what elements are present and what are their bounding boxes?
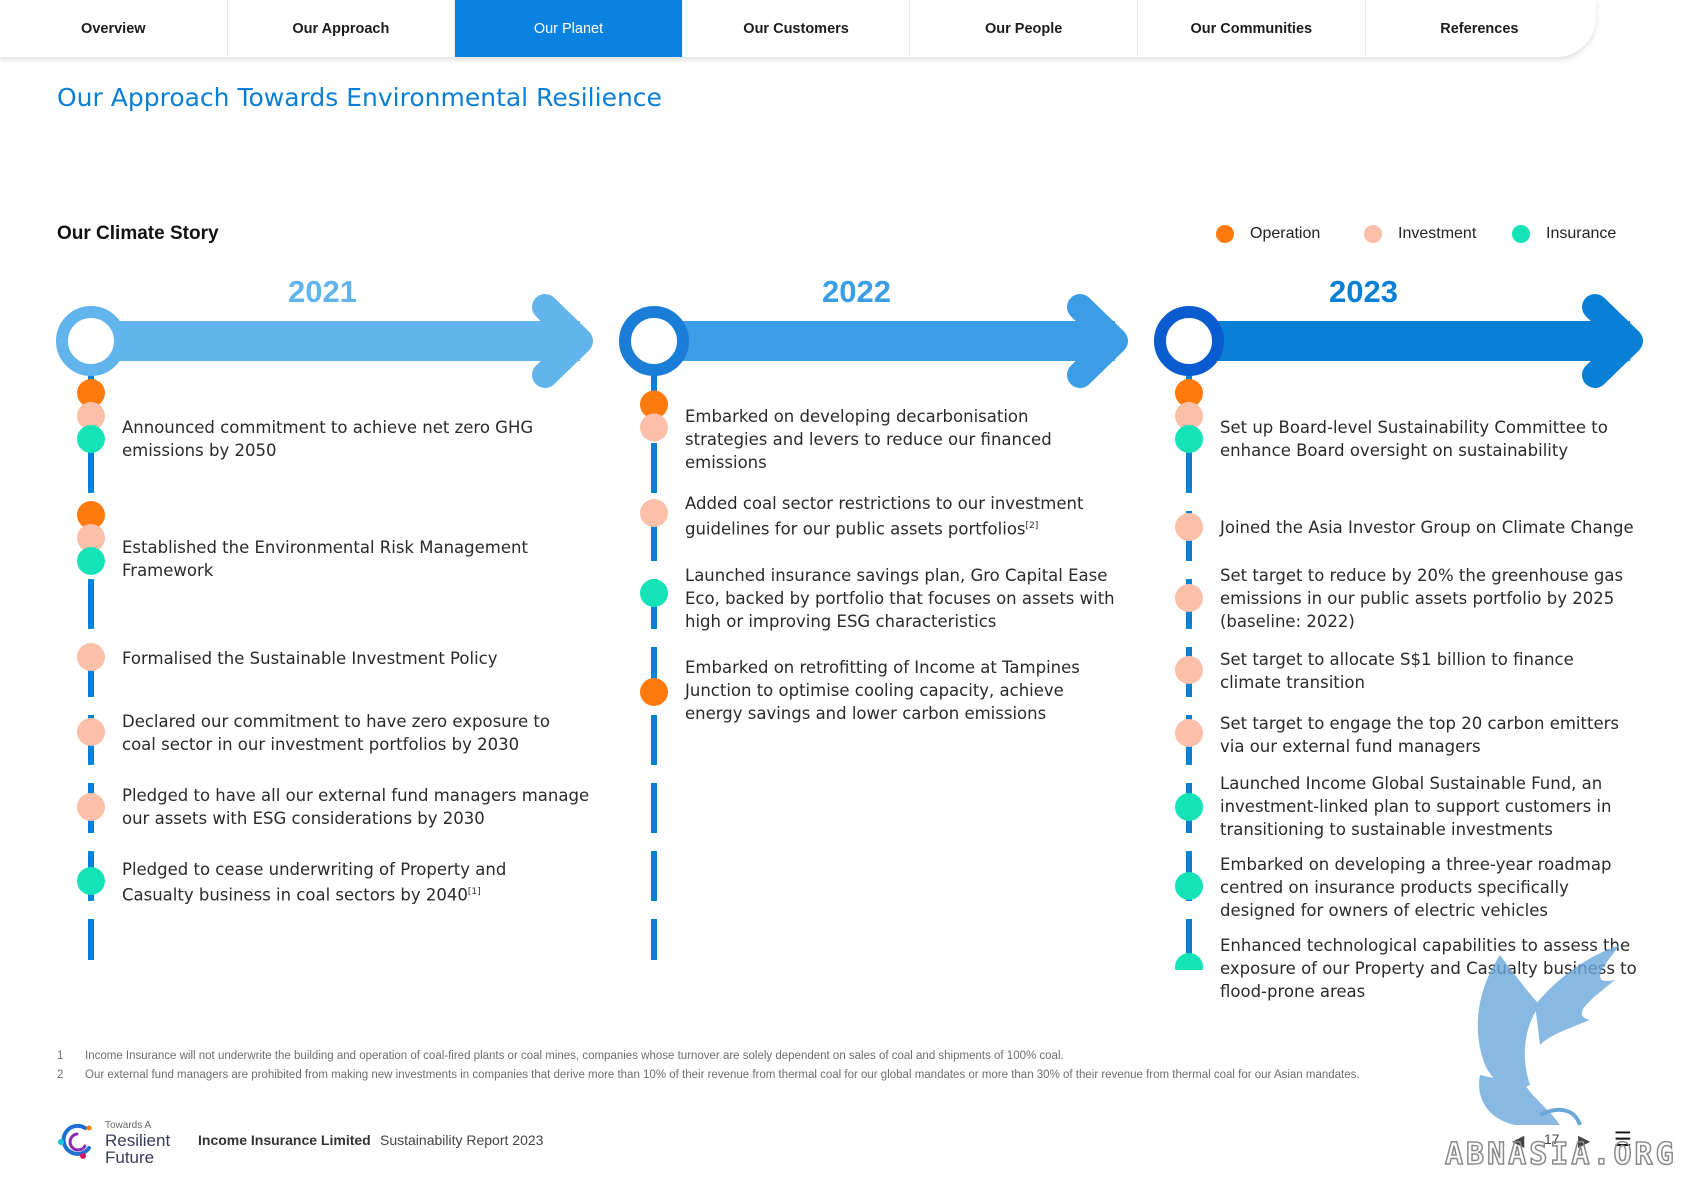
insurance-dot-icon — [77, 867, 105, 895]
brand-tagline-line2: Future — [105, 1148, 155, 1167]
event-2021-2: Established the Environmental Risk Manag… — [122, 538, 528, 580]
event-2022-2: Added coal sector restrictions to our in… — [685, 492, 1115, 541]
insurance-dot-icon — [1175, 872, 1203, 900]
event-2022-4: Embarked on retrofitting of Income at Ta… — [685, 658, 1080, 723]
tab-our-communities[interactable]: Our Communities — [1137, 0, 1366, 57]
timeline-arrow-2022 — [1067, 294, 1128, 388]
footnote-ref[interactable]: [1] — [467, 887, 481, 897]
event-2023-4: Set target to allocate S$1 billion to fi… — [1220, 650, 1574, 692]
footer-company: Income Insurance Limited — [198, 1132, 371, 1148]
year-node-2023 — [1154, 306, 1224, 376]
menu-icon[interactable]: ☰ — [1614, 1129, 1632, 1151]
insurance-dot-icon — [640, 579, 668, 607]
tab-overview[interactable]: Overview — [0, 0, 228, 57]
brand-logo-icon — [58, 1123, 92, 1159]
footnote-text: Income Insurance will not underwrite the… — [85, 1050, 1064, 1062]
event-2023-8: Enhanced technological capabilities to a… — [1220, 936, 1637, 1001]
investment-dot-icon — [77, 643, 105, 671]
investment-dot-icon — [1364, 225, 1382, 243]
year-label-2022: 2022 — [822, 274, 891, 309]
insurance-dot-icon — [77, 547, 105, 575]
event-2021-4: Declared our commitment to have zero exp… — [122, 712, 551, 754]
operation-dot-icon — [640, 678, 668, 706]
timeline-bar-2021 — [90, 321, 580, 361]
investment-dot-icon — [1175, 584, 1203, 612]
year-label-2021: 2021 — [288, 274, 357, 309]
brand-tagline-small: Towards A — [105, 1120, 152, 1131]
timeline-bar-2023 — [1190, 321, 1630, 361]
event-2022-1: Embarked on developing decarbonisation s… — [685, 407, 1052, 472]
previous-page-icon[interactable]: ◀ — [1512, 1133, 1525, 1150]
footnote-number: 2 — [57, 1069, 64, 1081]
legend-label: Operation — [1250, 225, 1321, 242]
event-2023-2: Joined the Asia Investor Group on Climat… — [1220, 518, 1634, 537]
year-node-2022 — [619, 306, 689, 376]
event-2023-5: Set target to engage the top 20 carbon e… — [1220, 714, 1619, 756]
event-text: Pledged to cease underwriting of Propert… — [122, 860, 507, 905]
legend-label: Insurance — [1546, 225, 1617, 242]
event-2021-5: Pledged to have all our external fund ma… — [122, 786, 590, 828]
investment-dot-icon — [77, 402, 105, 430]
brand-tagline-line1: Resilient — [105, 1131, 171, 1150]
investment-dot-icon — [1175, 402, 1203, 430]
event-text: Added coal sector restrictions to our in… — [685, 494, 1084, 539]
event-dots — [77, 379, 1203, 970]
investment-dot-icon — [640, 413, 668, 442]
investment-dot-icon — [640, 499, 668, 527]
footer-report-title: Sustainability Report 2023 — [380, 1132, 544, 1148]
tab-our-planet[interactable]: Our Planet — [455, 0, 683, 57]
event-2023-7: Embarked on developing a three-year road… — [1220, 855, 1612, 920]
page-number: 17 — [1544, 1131, 1560, 1147]
investment-dot-icon — [1175, 719, 1203, 747]
tab-references[interactable]: References — [1365, 0, 1594, 57]
footnote-1: 1 Income Insurance will not underwrite t… — [57, 1050, 1064, 1062]
investment-dot-icon — [77, 793, 105, 821]
tab-our-approach[interactable]: Our Approach — [227, 0, 456, 57]
investment-dot-icon — [77, 718, 105, 746]
operation-dot-icon — [1216, 225, 1234, 243]
year-node-2021 — [56, 306, 126, 376]
investment-dot-icon — [1175, 513, 1203, 541]
operation-dot-icon — [1175, 379, 1203, 407]
footnote-ref[interactable]: [2] — [1025, 521, 1039, 531]
footnote-2: 2 Our external fund managers are prohibi… — [57, 1069, 1360, 1081]
investment-dot-icon — [77, 524, 105, 552]
tab-our-people[interactable]: Our People — [910, 0, 1138, 57]
insurance-dot-icon — [77, 425, 105, 453]
event-2022-3: Launched insurance savings plan, Gro Cap… — [685, 566, 1115, 631]
operation-dot-icon — [77, 379, 105, 407]
event-2021-1: Announced commitment to achieve net zero… — [122, 418, 534, 460]
footnote-text: Our external fund managers are prohibite… — [85, 1069, 1360, 1081]
insurance-dot-icon — [1175, 425, 1203, 453]
timeline-arrow-2023 — [1582, 294, 1643, 388]
legend-operation: Operation — [1216, 225, 1320, 243]
event-2021-3: Formalised the Sustainable Investment Po… — [122, 649, 498, 668]
top-navigation: Overview Our Approach Our Planet Our Cus… — [0, 0, 1596, 57]
operation-dot-icon — [640, 390, 668, 419]
legend-insurance: Insurance — [1512, 225, 1616, 243]
timeline-bar-2022 — [655, 321, 1115, 361]
insurance-dot-icon — [1512, 225, 1530, 243]
operation-dot-icon — [77, 501, 105, 529]
timeline-graphic — [56, 294, 1643, 970]
section-title: Our Climate Story — [57, 223, 219, 244]
page-title: Our Approach Towards Environmental Resil… — [57, 83, 662, 112]
tab-our-customers[interactable]: Our Customers — [682, 0, 911, 57]
investment-dot-icon — [1175, 656, 1203, 684]
insurance-dot-icon — [1175, 793, 1203, 821]
year-label-2023: 2023 — [1329, 274, 1398, 309]
event-2023-6: Launched Income Global Sustainable Fund,… — [1220, 774, 1612, 839]
footnote-number: 1 — [57, 1050, 64, 1062]
event-2021-6: Pledged to cease underwriting of Propert… — [122, 858, 572, 907]
timeline-arrow-2021 — [532, 294, 593, 388]
legend-investment: Investment — [1364, 225, 1476, 243]
watermark-griffin-icon — [1477, 945, 1620, 1126]
next-page-icon[interactable]: ▶ — [1578, 1133, 1591, 1150]
legend-label: Investment — [1398, 225, 1477, 242]
event-2023-1: Set up Board-level Sustainability Commit… — [1220, 418, 1608, 460]
insurance-dot-icon — [1175, 953, 1203, 970]
event-2023-3: Set target to reduce by 20% the greenhou… — [1220, 566, 1624, 631]
watermark-text: ABNASIA.ORG — [1444, 1136, 1677, 1173]
